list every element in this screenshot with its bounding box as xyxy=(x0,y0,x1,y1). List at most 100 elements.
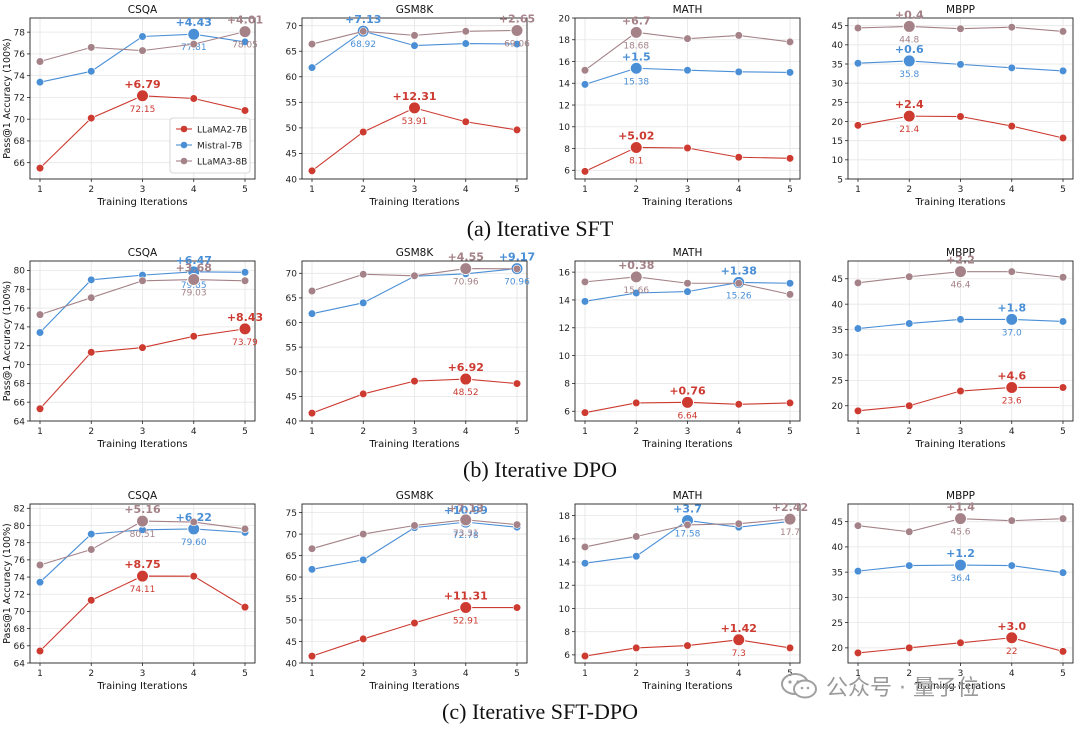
chart-title: MATH xyxy=(673,247,703,259)
peak-value-label: 15.26 xyxy=(726,291,752,301)
legend-marker xyxy=(180,141,188,149)
peak-value-label: 69.06 xyxy=(504,39,530,49)
series-llama3-8b: +2.2 46.4 xyxy=(853,254,1068,291)
data-point xyxy=(905,401,914,410)
x-axis-label: Training Iterations xyxy=(368,197,459,208)
data-point xyxy=(35,404,45,413)
improvement-label: +5.16 xyxy=(124,503,161,516)
x-tick-label: 3 xyxy=(958,669,964,679)
improvement-label: +1.8 xyxy=(997,301,1026,314)
x-tick-label: 4 xyxy=(191,669,197,679)
peak-point xyxy=(238,25,252,39)
peak-value-label: 79.60 xyxy=(181,538,207,548)
data-point xyxy=(956,638,965,647)
peak-point xyxy=(408,101,421,115)
data-point xyxy=(189,40,198,49)
data-point xyxy=(1058,66,1068,75)
x-tick-label: 2 xyxy=(906,669,912,679)
improvement-label: +2.42 xyxy=(772,501,808,514)
y-tick-label: 70 xyxy=(286,22,298,32)
data-point xyxy=(307,166,317,175)
y-tick-label: 72 xyxy=(14,342,25,352)
x-tick-label: 5 xyxy=(787,185,793,195)
x-tick-label: 2 xyxy=(360,427,366,437)
peak-value-label: 78.05 xyxy=(232,41,258,51)
improvement-label: +1.5 xyxy=(622,50,651,63)
data-point xyxy=(512,125,522,135)
y-tick-label: 78 xyxy=(14,28,26,38)
data-point xyxy=(307,565,317,574)
peak-point xyxy=(902,54,916,68)
data-point xyxy=(1058,27,1068,36)
peak-value-label: 6.64 xyxy=(677,411,697,421)
peak-value-label: 77.81 xyxy=(181,43,207,53)
series-llama2-7b: +2.4 21.4 xyxy=(853,98,1068,143)
data-point xyxy=(1058,514,1068,523)
data-point xyxy=(580,651,590,661)
y-tick-label: 35 xyxy=(832,568,843,578)
series-llama2-7b: +0.76 6.64 xyxy=(580,384,795,421)
x-tick-label: 1 xyxy=(855,669,861,679)
y-tick-label: 74 xyxy=(14,72,26,82)
y-tick-label: 25 xyxy=(832,619,843,629)
chart-title: MATH xyxy=(673,490,703,502)
x-tick-label: 3 xyxy=(140,185,146,195)
y-tick-label: 35 xyxy=(832,60,843,70)
chart-9-csqa: 1 2 3 4 5 64 66 68 70 72 74 76 78 80 82 CSQA Training It… xyxy=(2,490,256,692)
data-point xyxy=(785,398,795,408)
legend-marker xyxy=(180,157,188,165)
data-point xyxy=(240,276,250,285)
x-tick-label: 2 xyxy=(360,669,366,679)
y-tick-label: 45 xyxy=(832,22,843,32)
x-tick-label: 5 xyxy=(514,427,520,437)
data-point xyxy=(138,32,147,41)
caption-iterative-sft-dpo: (c) Iterative SFT-DPO xyxy=(442,699,638,724)
data-point xyxy=(734,31,743,40)
peak-value-label: 15.38 xyxy=(623,77,649,87)
caption-iterative-dpo: (b) Iterative DPO xyxy=(463,457,617,482)
x-tick-label: 1 xyxy=(855,427,861,437)
chart-title: CSQA xyxy=(128,4,158,16)
peak-point xyxy=(954,512,967,526)
series-llama3-8b: +5.16 80.51 xyxy=(35,503,250,570)
watermark-text: 公众号 · 量子位 xyxy=(826,676,979,701)
x-tick-label: 3 xyxy=(140,427,146,437)
data-point xyxy=(734,400,743,409)
peak-point xyxy=(136,89,149,103)
y-tick-label: 45 xyxy=(832,518,843,528)
peak-value-label: 18.68 xyxy=(623,41,649,51)
data-point xyxy=(87,43,96,52)
peak-value-label: 17.58 xyxy=(675,529,701,539)
data-point xyxy=(307,286,317,296)
legend-box xyxy=(169,117,251,174)
improvement-label: +0.76 xyxy=(669,384,706,397)
peak-value-label: 72.15 xyxy=(130,105,156,115)
y-axis-label: Pass@1 Accuracy (100%) xyxy=(2,281,13,402)
x-tick-label: 4 xyxy=(191,427,197,437)
peak-point xyxy=(1005,380,1019,394)
improvement-label: +2.65 xyxy=(499,12,535,25)
y-tick-label: 65 xyxy=(286,294,297,304)
y-tick-label: 60 xyxy=(286,73,298,83)
series-llama3-8b: +3.68 79.03 xyxy=(35,262,250,319)
data-point xyxy=(956,315,965,324)
y-tick-label: 70 xyxy=(286,530,298,540)
data-point xyxy=(87,348,96,357)
data-point xyxy=(307,39,317,49)
chart-title: GSM8K xyxy=(396,4,435,16)
data-point xyxy=(87,67,96,76)
peak-value-label: 8.1 xyxy=(629,156,643,166)
series-llama3-8b: +4.01 78.05 xyxy=(35,14,263,66)
y-tick-label: 78 xyxy=(14,539,26,549)
x-axis-label: Training Iterations xyxy=(96,439,187,450)
y-tick-label: 78 xyxy=(14,286,26,296)
data-point xyxy=(956,112,965,121)
peak-value-label: 46.4 xyxy=(950,281,970,291)
y-tick-label: 25 xyxy=(832,377,843,387)
y-tick-label: 16 xyxy=(559,58,571,68)
series-llama2-7b: +4.6 23.6 xyxy=(853,369,1068,415)
